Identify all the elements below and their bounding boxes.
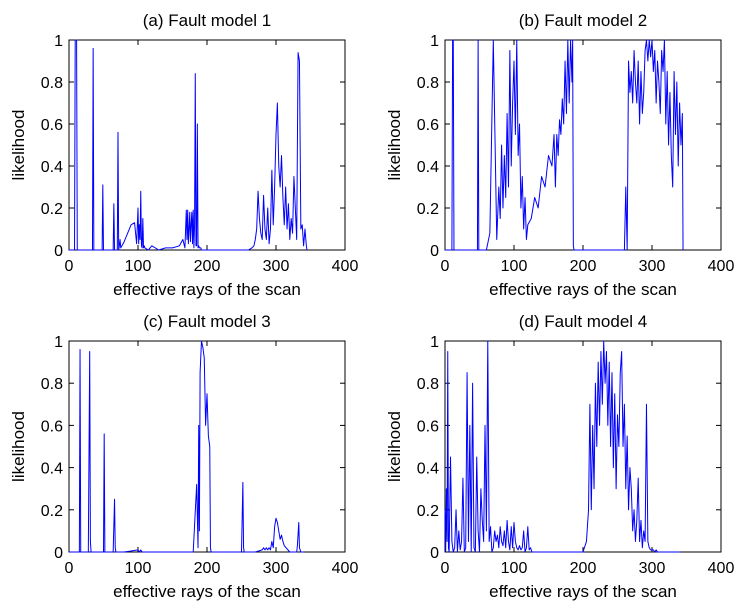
- y-tick-label: 0.2: [417, 201, 439, 218]
- x-tick-label: 100: [125, 258, 152, 275]
- y-tick-label: 1: [430, 334, 439, 351]
- y-tick-label: 0: [430, 243, 439, 260]
- y-tick-label: 1: [430, 33, 439, 50]
- x-tick-label: 100: [501, 560, 528, 577]
- plot-area: [68, 39, 346, 251]
- plot-area: [444, 340, 722, 553]
- y-axis-label: likelihood: [9, 411, 28, 482]
- y-tick-label: 0.8: [417, 75, 439, 92]
- plot-area: [444, 39, 722, 251]
- x-tick-label: 200: [570, 560, 597, 577]
- y-tick-label: 0.2: [41, 503, 63, 520]
- y-tick-label: 0: [430, 545, 439, 562]
- y-tick-label: 0: [54, 243, 63, 260]
- chart-title: (d) Fault model 4: [519, 312, 648, 331]
- y-tick-label: 0.8: [417, 376, 439, 393]
- y-tick-label: 0.4: [417, 159, 439, 176]
- x-axis-label: effective rays of the scan: [489, 280, 677, 299]
- y-tick-label: 0.4: [41, 159, 63, 176]
- x-axis-label: effective rays of the scan: [113, 280, 301, 299]
- series-line-1: [69, 39, 308, 251]
- y-tick-label: 0.2: [417, 503, 439, 520]
- plot-area: [68, 340, 346, 553]
- chart-panel-3: (c) Fault model 3 0 100 200 300 400 0 0.2 0.4 0.6…: [9, 312, 358, 601]
- x-axis-label: effective rays of the scan: [113, 582, 301, 601]
- x-tick-label: 300: [263, 258, 290, 275]
- series-line-1: [445, 39, 684, 251]
- y-tick-label: 0.2: [41, 201, 63, 218]
- x-tick-label: 200: [194, 560, 221, 577]
- chart-title: (b) Fault model 2: [519, 11, 648, 30]
- x-tick-label: 300: [639, 258, 666, 275]
- x-tick-label: 400: [708, 258, 735, 275]
- y-tick-label: 0.4: [41, 461, 63, 478]
- y-tick-label: 1: [54, 334, 63, 351]
- x-tick-label: 0: [441, 258, 450, 275]
- y-tick-label: 0.8: [41, 75, 63, 92]
- y-tick-label: 0.4: [417, 461, 439, 478]
- x-tick-label: 300: [263, 560, 290, 577]
- y-tick-label: 0.6: [417, 117, 439, 134]
- y-tick-label: 0.6: [41, 418, 63, 435]
- y-tick-label: 1: [54, 33, 63, 50]
- x-axis-label: effective rays of the scan: [489, 582, 677, 601]
- x-tick-label: 400: [332, 258, 359, 275]
- y-tick-label: 0.6: [41, 117, 63, 134]
- y-axis-label: likelihood: [385, 411, 404, 482]
- chart-panel-2: (b) Fault model 2 0 100 200 300 400 0 0.2 0.4 0.6…: [385, 11, 734, 299]
- y-axis-label: likelihood: [9, 110, 28, 181]
- y-tick-label: 0.6: [417, 418, 439, 435]
- series-line-1: [444, 340, 680, 553]
- chart-title: (a) Fault model 1: [143, 11, 272, 30]
- x-tick-label: 0: [441, 560, 450, 577]
- chart-panel-1: (a) Fault model 1 0 100 200 300 400 0 0.2 0.4 0.6…: [9, 11, 358, 299]
- series-line-1: [69, 340, 304, 553]
- x-tick-label: 200: [194, 258, 221, 275]
- y-axis-label: likelihood: [385, 110, 404, 181]
- x-tick-label: 300: [639, 560, 666, 577]
- y-tick-label: 0: [54, 545, 63, 562]
- x-tick-label: 0: [65, 258, 74, 275]
- x-tick-label: 0: [65, 560, 74, 577]
- x-tick-label: 100: [125, 560, 152, 577]
- chart-title: (c) Fault model 3: [143, 312, 271, 331]
- x-tick-label: 100: [501, 258, 528, 275]
- x-tick-label: 400: [708, 560, 735, 577]
- chart-panel-4: (d) Fault model 4 0 100 200 300 400 0 0.2 0.4 0.6…: [385, 312, 734, 601]
- y-tick-label: 0.8: [41, 376, 63, 393]
- x-tick-label: 400: [332, 560, 359, 577]
- x-tick-label: 200: [570, 258, 597, 275]
